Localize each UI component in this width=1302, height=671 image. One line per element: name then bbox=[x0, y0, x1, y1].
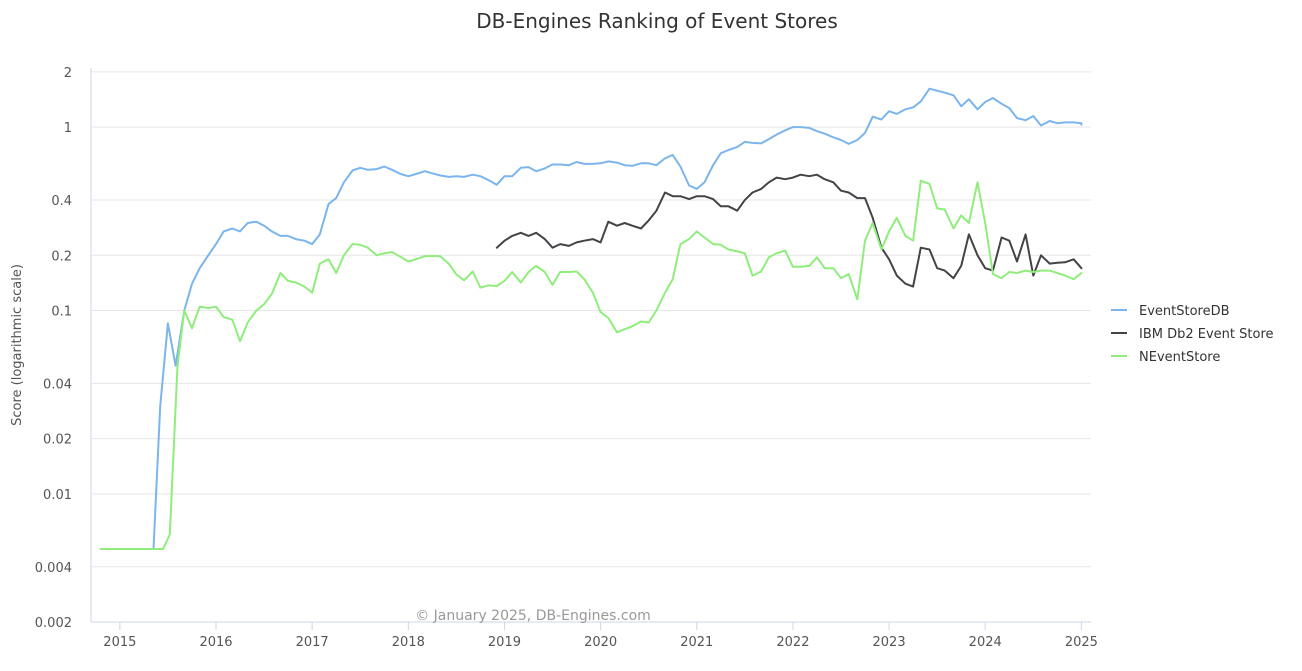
series-line-1[interactable] bbox=[495, 173, 1083, 288]
y-tick-label: 0.004 bbox=[35, 561, 72, 576]
y-tick-label: 0.02 bbox=[43, 433, 72, 448]
legend-item-0[interactable]: EventStoreDB bbox=[1111, 304, 1230, 319]
chart-title: DB-Engines Ranking of Event Stores bbox=[476, 9, 837, 33]
y-tick-label: 0.1 bbox=[51, 304, 72, 319]
chart-credit: © January 2025, DB-Engines.com bbox=[415, 608, 651, 624]
y-tick-label: 0.002 bbox=[35, 616, 72, 631]
x-tick-label: 2022 bbox=[776, 635, 809, 650]
y-tick-label: 0.01 bbox=[43, 488, 72, 503]
series-line-2[interactable] bbox=[99, 179, 1083, 550]
x-tick-label: 2025 bbox=[1065, 635, 1098, 650]
y-tick-label: 1 bbox=[64, 121, 72, 136]
x-tick-label: 2019 bbox=[488, 635, 521, 650]
y-tick-label: 2 bbox=[64, 66, 72, 81]
x-tick-label: 2024 bbox=[969, 635, 1002, 650]
y-tick-label: 0.4 bbox=[51, 194, 72, 209]
y-tick-label: 0.04 bbox=[43, 377, 72, 392]
axes: 2 1 0.4 0.2 0.1 0.04 0.02 0.01 0.004 0.002 2015 201… bbox=[35, 66, 1098, 650]
legend-label: IBM Db2 Event Store bbox=[1139, 327, 1274, 342]
x-tick-label: 2017 bbox=[296, 635, 329, 650]
legend-item-1[interactable]: IBM Db2 Event Store bbox=[1111, 327, 1274, 342]
grid-lines bbox=[91, 71, 1091, 623]
legend-label: NEventStore bbox=[1139, 350, 1220, 365]
y-axis-title: Score (logarithmic scale) bbox=[10, 264, 25, 426]
x-tick-label: 2020 bbox=[584, 635, 617, 650]
x-tick-label: 2018 bbox=[392, 635, 425, 650]
x-tick-label: 2021 bbox=[680, 635, 713, 650]
legend[interactable]: EventStoreDB IBM Db2 Event Store NEventSto… bbox=[1111, 304, 1274, 365]
x-tick-label: 2015 bbox=[103, 635, 136, 650]
legend-label: EventStoreDB bbox=[1139, 304, 1230, 319]
series-line-0[interactable] bbox=[99, 87, 1083, 550]
legend-item-2[interactable]: NEventStore bbox=[1111, 350, 1220, 365]
x-tick-label: 2016 bbox=[199, 635, 232, 650]
y-tick-label: 0.2 bbox=[51, 249, 72, 264]
series-lines bbox=[99, 87, 1083, 550]
x-tick-label: 2023 bbox=[873, 635, 906, 650]
